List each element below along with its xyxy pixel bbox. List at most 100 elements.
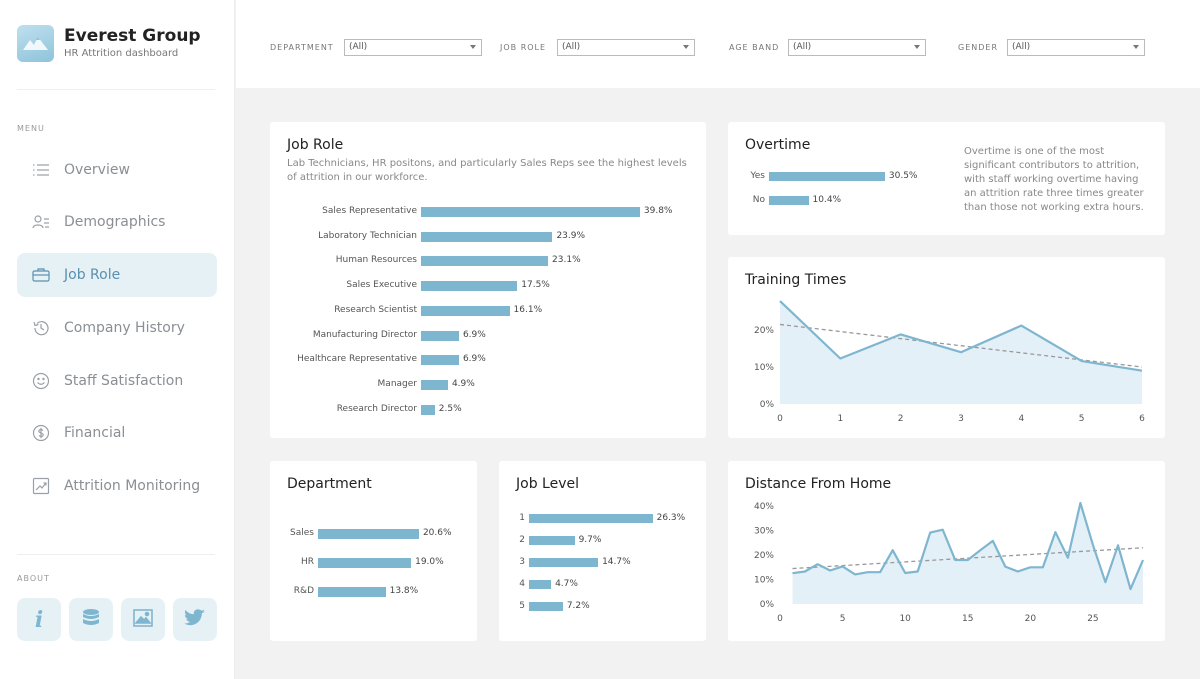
bar-label: Research Director (336, 403, 417, 414)
data-line (792, 501, 1145, 591)
nav-item-company-history[interactable]: Company History (17, 306, 217, 350)
bar (769, 172, 885, 181)
x-tick-label: 15 (962, 614, 973, 624)
bar-label: 4 (519, 579, 525, 589)
divider (17, 554, 215, 555)
bar-value: 17.5% (521, 280, 550, 291)
twitter-icon (184, 608, 206, 631)
bar-value: 13.8% (389, 586, 419, 596)
nav-item-demographics[interactable]: Demographics (17, 200, 217, 244)
bar-label: Sales (290, 528, 314, 538)
x-tick-label: 25 (1087, 614, 1098, 624)
filter-label-job-role: JOB ROLE (500, 43, 547, 52)
bar-label: Healthcare Representative (297, 354, 417, 365)
people-icon (17, 214, 64, 230)
y-tick-label: 10% (754, 363, 774, 373)
area-fill (792, 503, 1143, 604)
bar-value: 6.9% (462, 354, 486, 365)
y-tick-label: 20% (754, 326, 774, 336)
nav-item-financial[interactable]: Financial (17, 411, 217, 455)
bar-label: Human Resources (335, 255, 417, 266)
bar-value: 4.9% (451, 378, 475, 389)
filter-label-gender: GENDER (958, 43, 999, 52)
x-tick-label: 3 (958, 414, 964, 424)
info-button[interactable]: i (17, 598, 61, 641)
bar (529, 602, 563, 611)
nav-item-job-role[interactable]: Job Role (17, 253, 217, 297)
filter-bar: DEPARTMENT (All) JOB ROLE (All) AGE BAND… (236, 0, 1200, 88)
bar-label: Manager (377, 378, 417, 389)
bar-value: 16.1% (513, 304, 543, 315)
info-icon: i (34, 606, 44, 633)
bar-value: 9.7% (578, 535, 602, 545)
bar-label: 2 (519, 535, 525, 545)
card-description: Lab Technicians, HR positons, and partic… (287, 158, 687, 183)
department-card: Department Sales 20.6% HR 19.0% R&D 13.8% (270, 461, 477, 641)
y-tick-label: 10% (754, 576, 774, 586)
bar-label: Laboratory Technician (318, 230, 417, 241)
caret-down-icon (683, 45, 689, 49)
chart-svg: 0% 10% 20% 0 1 2 3 4 5 6 (754, 300, 1145, 424)
about-label: ABOUT (17, 574, 50, 583)
sidebar: Everest Group HR Attrition dashboard MEN… (0, 0, 235, 679)
nav-item-attrition-monitoring[interactable]: Attrition Monitoring (17, 464, 217, 508)
bar-label: 5 (519, 601, 525, 611)
mountain-logo-icon (17, 25, 54, 62)
bar-value: 39.8% (643, 206, 673, 216)
nav-label: Demographics (64, 214, 166, 230)
bar (318, 558, 412, 568)
bar-label: 1 (519, 513, 525, 523)
caret-down-icon (470, 45, 476, 49)
bar (318, 529, 419, 539)
nav-label: Overview (64, 162, 130, 178)
card-title: Overtime (745, 137, 811, 153)
bar-value: 26.3% (656, 513, 686, 523)
bar-value: 6.9% (462, 329, 486, 340)
bar (421, 355, 459, 366)
bar (421, 404, 435, 415)
image-button[interactable] (121, 598, 165, 641)
data-line (779, 300, 1143, 372)
age-band-select[interactable]: (All) (788, 39, 926, 56)
bar-label: Yes (750, 171, 765, 181)
department-select[interactable]: (All) (344, 39, 482, 56)
twitter-button[interactable] (173, 598, 217, 641)
nav-label: Financial (64, 425, 126, 441)
bar (421, 281, 518, 292)
bar (421, 330, 459, 341)
bar (318, 587, 386, 597)
nav-item-overview[interactable]: Overview (17, 148, 217, 192)
select-value: (All) (562, 42, 581, 52)
bar-value: 23.1% (552, 255, 581, 266)
database-button[interactable] (69, 598, 113, 641)
nav-item-staff-satisfaction[interactable]: Staff Satisfaction (17, 359, 217, 403)
filter-label-department: DEPARTMENT (270, 43, 334, 52)
bar-value: 4.7% (555, 579, 578, 589)
gender-select[interactable]: (All) (1007, 39, 1145, 56)
y-tick-label: 20% (754, 551, 774, 561)
y-tick-label: 40% (754, 502, 774, 512)
bar-value: 19.0% (415, 557, 444, 567)
bar (769, 196, 809, 205)
dollar-icon (17, 424, 64, 442)
chart-icon (17, 477, 64, 495)
x-tick-label: 1 (837, 414, 843, 424)
bar-value: 2.5% (438, 403, 462, 414)
bar (421, 379, 448, 390)
x-tick-label: 5 (1079, 414, 1085, 424)
bar (421, 256, 549, 267)
bar (529, 580, 552, 589)
job-role-select[interactable]: (All) (557, 39, 695, 56)
brand-title: Everest Group (64, 26, 201, 46)
bar-label: Sales Representative (322, 206, 417, 216)
bar-value: 30.5% (888, 171, 918, 181)
bar (529, 536, 575, 545)
select-value: (All) (349, 42, 368, 52)
bar-label: Sales Executive (346, 280, 417, 291)
overtime-note: Overtime is one of the most significant … (964, 146, 1144, 213)
x-tick-label: 4 (1018, 414, 1024, 424)
y-tick-label: 0% (760, 400, 775, 410)
distance-from-home-card: Distance From Home 0% 10% 20% 30% 40% 0 5 10 15 2… (728, 461, 1165, 641)
x-tick-label: 6 (1139, 414, 1145, 424)
image-icon (133, 608, 153, 631)
